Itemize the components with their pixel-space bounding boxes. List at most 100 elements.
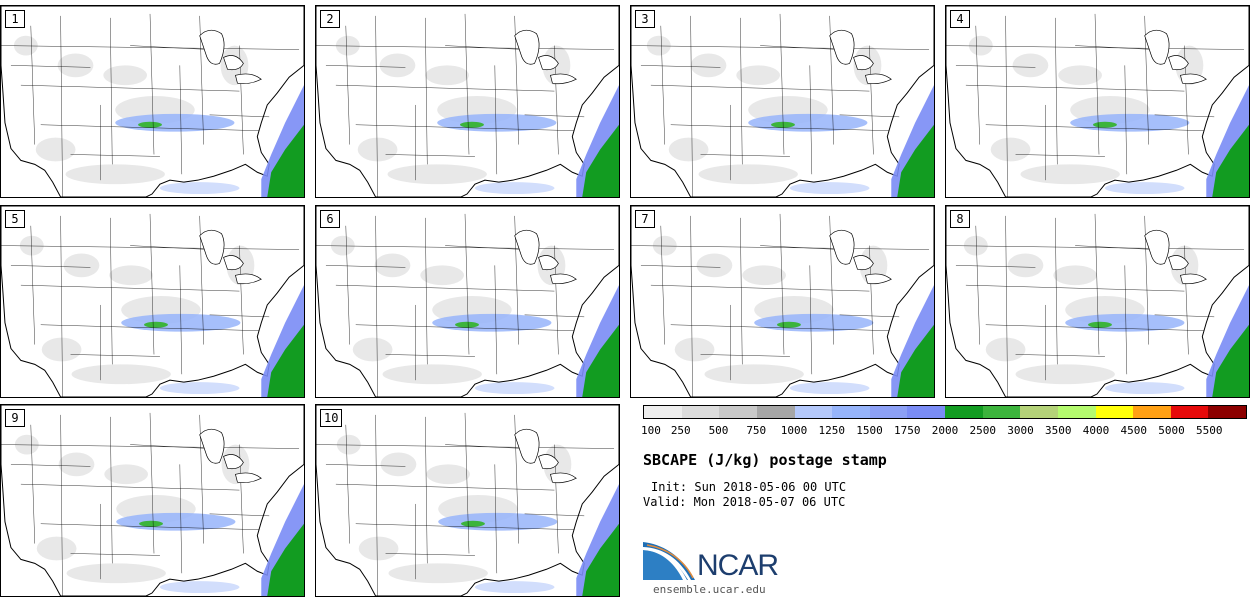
low-cape-shading <box>330 235 355 256</box>
state-border <box>325 464 406 467</box>
state-border <box>445 245 525 250</box>
low-cape-shading <box>35 137 76 162</box>
state-border <box>700 354 790 357</box>
state-border <box>524 513 585 517</box>
state-border <box>779 213 785 355</box>
state-border <box>740 17 743 165</box>
colorbar-tick-label: 1250 <box>818 424 846 437</box>
state-border <box>650 284 870 292</box>
gulf-cape <box>789 382 870 395</box>
high-cape-spot <box>1088 321 1112 328</box>
low-cape-shading <box>388 563 488 584</box>
low-cape-shading <box>736 65 781 86</box>
state-border <box>690 15 693 197</box>
cape-band <box>754 313 874 332</box>
state-border <box>425 17 428 165</box>
gulf-cape <box>159 382 240 395</box>
state-border <box>640 65 721 68</box>
member-panel-4: 4 <box>945 5 1250 198</box>
state-border <box>650 84 870 92</box>
atlantic-high-cape <box>897 324 934 397</box>
low-cape-shading <box>63 253 100 278</box>
valid-time: Valid: Mon 2018-05-07 06 UTC <box>643 495 846 509</box>
member-label: 1 <box>5 10 25 28</box>
colorbar-segment <box>1208 406 1246 418</box>
high-cape-spot <box>138 121 162 128</box>
great-lakes <box>1144 229 1207 285</box>
state-border <box>209 114 270 118</box>
member-panel-6: 6 <box>315 205 620 398</box>
colorbar-tick-label: 5500 <box>1196 424 1223 437</box>
state-border <box>355 124 575 131</box>
colorbar-tick-label: 2000 <box>931 424 959 437</box>
colorbar-tick-label: 1750 <box>894 424 921 437</box>
member-panel-7: 7 <box>630 205 935 398</box>
state-border <box>740 217 743 365</box>
conus-map <box>1 206 304 397</box>
state-border <box>335 84 555 92</box>
atlantic-high-cape <box>582 324 619 397</box>
low-cape-shading <box>985 337 1026 362</box>
great-lakes <box>514 229 577 285</box>
state-border <box>60 15 63 197</box>
low-cape-shading <box>652 235 677 256</box>
state-border <box>40 324 260 331</box>
state-border <box>335 483 555 491</box>
high-cape-spot <box>139 520 163 527</box>
state-border <box>10 464 91 467</box>
gulf-cape <box>789 182 870 195</box>
conus-map <box>316 206 619 397</box>
low-cape-shading <box>696 253 733 278</box>
state-border <box>425 416 428 564</box>
state-border <box>130 444 210 449</box>
state-border <box>464 213 470 355</box>
site-url[interactable]: ensemble.ucar.edu <box>653 583 766 596</box>
ncar-logo-text: NCAR <box>697 549 779 582</box>
conus-map <box>316 405 619 596</box>
low-cape-shading <box>65 164 165 185</box>
state-border <box>464 13 470 155</box>
low-cape-shading <box>425 65 469 86</box>
state-border <box>209 513 270 517</box>
state-border <box>1015 354 1105 357</box>
gulf-cape <box>159 182 240 195</box>
low-cape-shading <box>1015 364 1115 385</box>
atlantic-high-cape <box>1212 324 1249 397</box>
colorbar-segment <box>1095 406 1134 418</box>
gulf-cape <box>474 382 555 395</box>
state-border <box>839 114 900 118</box>
colorbar-tick-label: 1000 <box>780 424 808 437</box>
low-cape-shading <box>19 235 44 256</box>
state-border <box>1055 217 1058 365</box>
state-border <box>345 25 350 145</box>
low-cape-shading <box>742 265 786 286</box>
ncar-logo <box>643 542 695 580</box>
great-lakes <box>514 428 577 484</box>
atlantic-high-cape <box>582 523 619 596</box>
high-cape-spot <box>461 520 485 527</box>
state-border <box>425 217 428 365</box>
low-cape-shading <box>41 337 82 362</box>
member-label: 10 <box>320 409 343 427</box>
atlantic-high-cape <box>267 523 304 596</box>
state-border <box>40 523 260 530</box>
colorbar-labels: 100 250 500 750 1000 1250 1500 1750 2000 2500 3000… <box>641 424 1247 438</box>
colorbar-segment <box>719 406 757 418</box>
state-border <box>30 424 35 544</box>
state-border <box>760 45 840 50</box>
state-border <box>209 314 270 318</box>
state-border <box>149 213 155 355</box>
low-cape-shading <box>104 464 149 485</box>
state-border <box>1055 17 1058 165</box>
state-border <box>809 65 813 175</box>
state-border <box>345 424 350 544</box>
low-cape-shading <box>109 265 153 286</box>
state-border <box>955 65 1036 68</box>
state-border <box>1075 45 1155 50</box>
low-cape-shading <box>963 235 988 256</box>
member-label: 8 <box>950 210 970 228</box>
member-label: 7 <box>635 210 655 228</box>
member-panel-2: 2 <box>315 5 620 198</box>
gulf-cape <box>1104 182 1185 195</box>
member-panel-1: 1 <box>0 5 305 198</box>
